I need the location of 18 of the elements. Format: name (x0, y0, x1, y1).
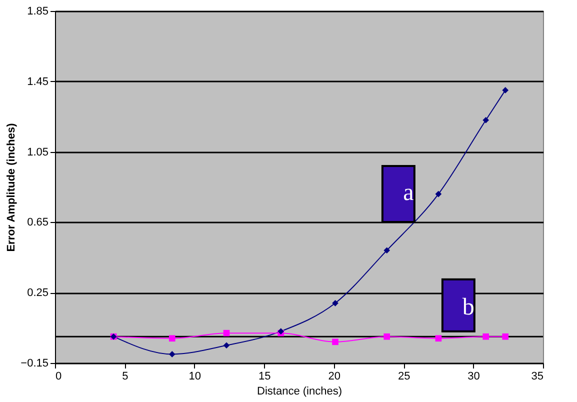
y-tick-label: 1.85 (27, 6, 48, 18)
x-tick-label: 20 (328, 370, 340, 382)
x-tick-label: 15 (258, 370, 271, 382)
y-tick-label: 1.45 (27, 76, 48, 88)
y-tick-label: −0.15 (20, 358, 48, 370)
series-label: a (403, 180, 414, 206)
x-tick-label: 5 (122, 370, 128, 382)
x-tick-label: 25 (398, 370, 410, 382)
y-tick-label: 0.65 (27, 216, 48, 229)
series-label: b (462, 294, 474, 320)
x-tick-label: 30 (468, 370, 480, 382)
y-tick-label: 0.25 (27, 287, 48, 300)
x-tick-label: 0 (56, 370, 62, 382)
x-axis-title: Distance (inches) (257, 386, 342, 398)
y-axis-title: Error Amplitude (inches) (6, 122, 18, 252)
y-tick-label: 1.05 (27, 146, 48, 158)
x-tick-label: 35 (531, 370, 544, 382)
x-tick-label: 10 (188, 370, 202, 382)
